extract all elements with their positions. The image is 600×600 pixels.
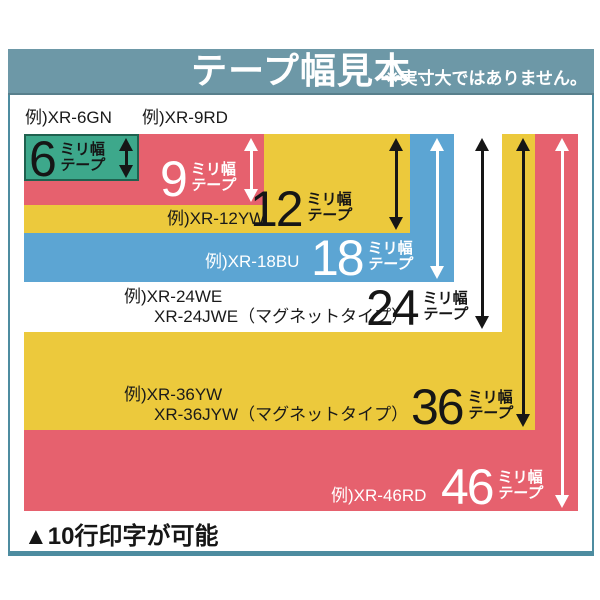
unit-mm-width: ミリ幅: [59, 141, 105, 158]
width-label-6mm: 6 ミリ幅 テープ: [29, 131, 106, 187]
example-label-xr-24we: 例)XR-24WE: [124, 287, 223, 306]
unit-tape: テープ: [366, 256, 414, 273]
width-arrow-12mm: [389, 138, 403, 230]
page-title: テープ幅見本: [191, 50, 411, 91]
width-label-12mm: 12 ミリ幅 テープ: [250, 181, 353, 237]
unit-mm-width: ミリ幅: [422, 290, 468, 307]
unit-mm-width: ミリ幅: [306, 191, 352, 208]
width-value-12: 12: [250, 181, 304, 237]
unit-tape: テープ: [496, 485, 544, 502]
width-label-36mm: 36 ミリ幅 テープ: [411, 379, 514, 435]
example-label-xr-46rd: 例)XR-46RD: [331, 486, 427, 505]
unit-tape: テープ: [305, 207, 353, 224]
width-value-24: 24: [366, 280, 420, 336]
unit-mm-width: ミリ幅: [497, 469, 543, 486]
width-arrow-24mm: [475, 138, 489, 329]
width-label-24mm: 24 ミリ幅 テープ: [366, 280, 469, 336]
width-arrow-46mm: [555, 138, 569, 508]
width-label-18mm: 18 ミリ幅 テープ: [311, 230, 414, 286]
width-arrow-6mm: [119, 138, 133, 178]
unit-tape: テープ: [421, 306, 469, 323]
unit-tape: テープ: [189, 177, 237, 194]
width-label-9mm: 9 ミリ幅 テープ: [160, 151, 237, 207]
width-label-46mm: 46 ミリ幅 テープ: [441, 459, 544, 515]
unit-tape: テープ: [466, 405, 514, 422]
example-label-xr-24jwe: XR-24JWE（マグネットタイプ）: [154, 307, 409, 326]
example-label-xr-9rd: 例)XR-9RD: [142, 108, 228, 127]
example-label-xr-36yw: 例)XR-36YW: [124, 385, 223, 404]
unit-mm-width: ミリ幅: [467, 389, 513, 406]
width-arrow-36mm: [516, 138, 530, 427]
ten-line-print-note: ▲10行印字が可能: [24, 523, 219, 550]
example-label-xr-6gn: 例)XR-6GN: [25, 108, 112, 127]
example-label-xr-36jyw: XR-36JYW（マグネットタイプ）: [154, 405, 409, 424]
example-label-xr-18bu: 例)XR-18BU: [205, 252, 300, 271]
unit-mm-width: ミリ幅: [190, 161, 236, 178]
not-actual-size-note: ※実寸大ではありません。: [383, 69, 587, 88]
example-label-xr-12yw: 例)XR-12YW: [167, 209, 266, 228]
unit-mm-width: ミリ幅: [367, 240, 413, 257]
width-value-36: 36: [411, 379, 465, 435]
unit-tape: テープ: [58, 157, 106, 174]
width-value-46: 46: [441, 459, 495, 515]
width-arrow-9mm: [244, 138, 258, 202]
width-value-18: 18: [311, 230, 365, 286]
width-value-6: 6: [29, 131, 57, 187]
width-arrow-18mm: [430, 138, 444, 279]
width-value-9: 9: [160, 151, 188, 207]
panel-header: テープ幅見本 ※実寸大ではありません。: [8, 49, 594, 95]
